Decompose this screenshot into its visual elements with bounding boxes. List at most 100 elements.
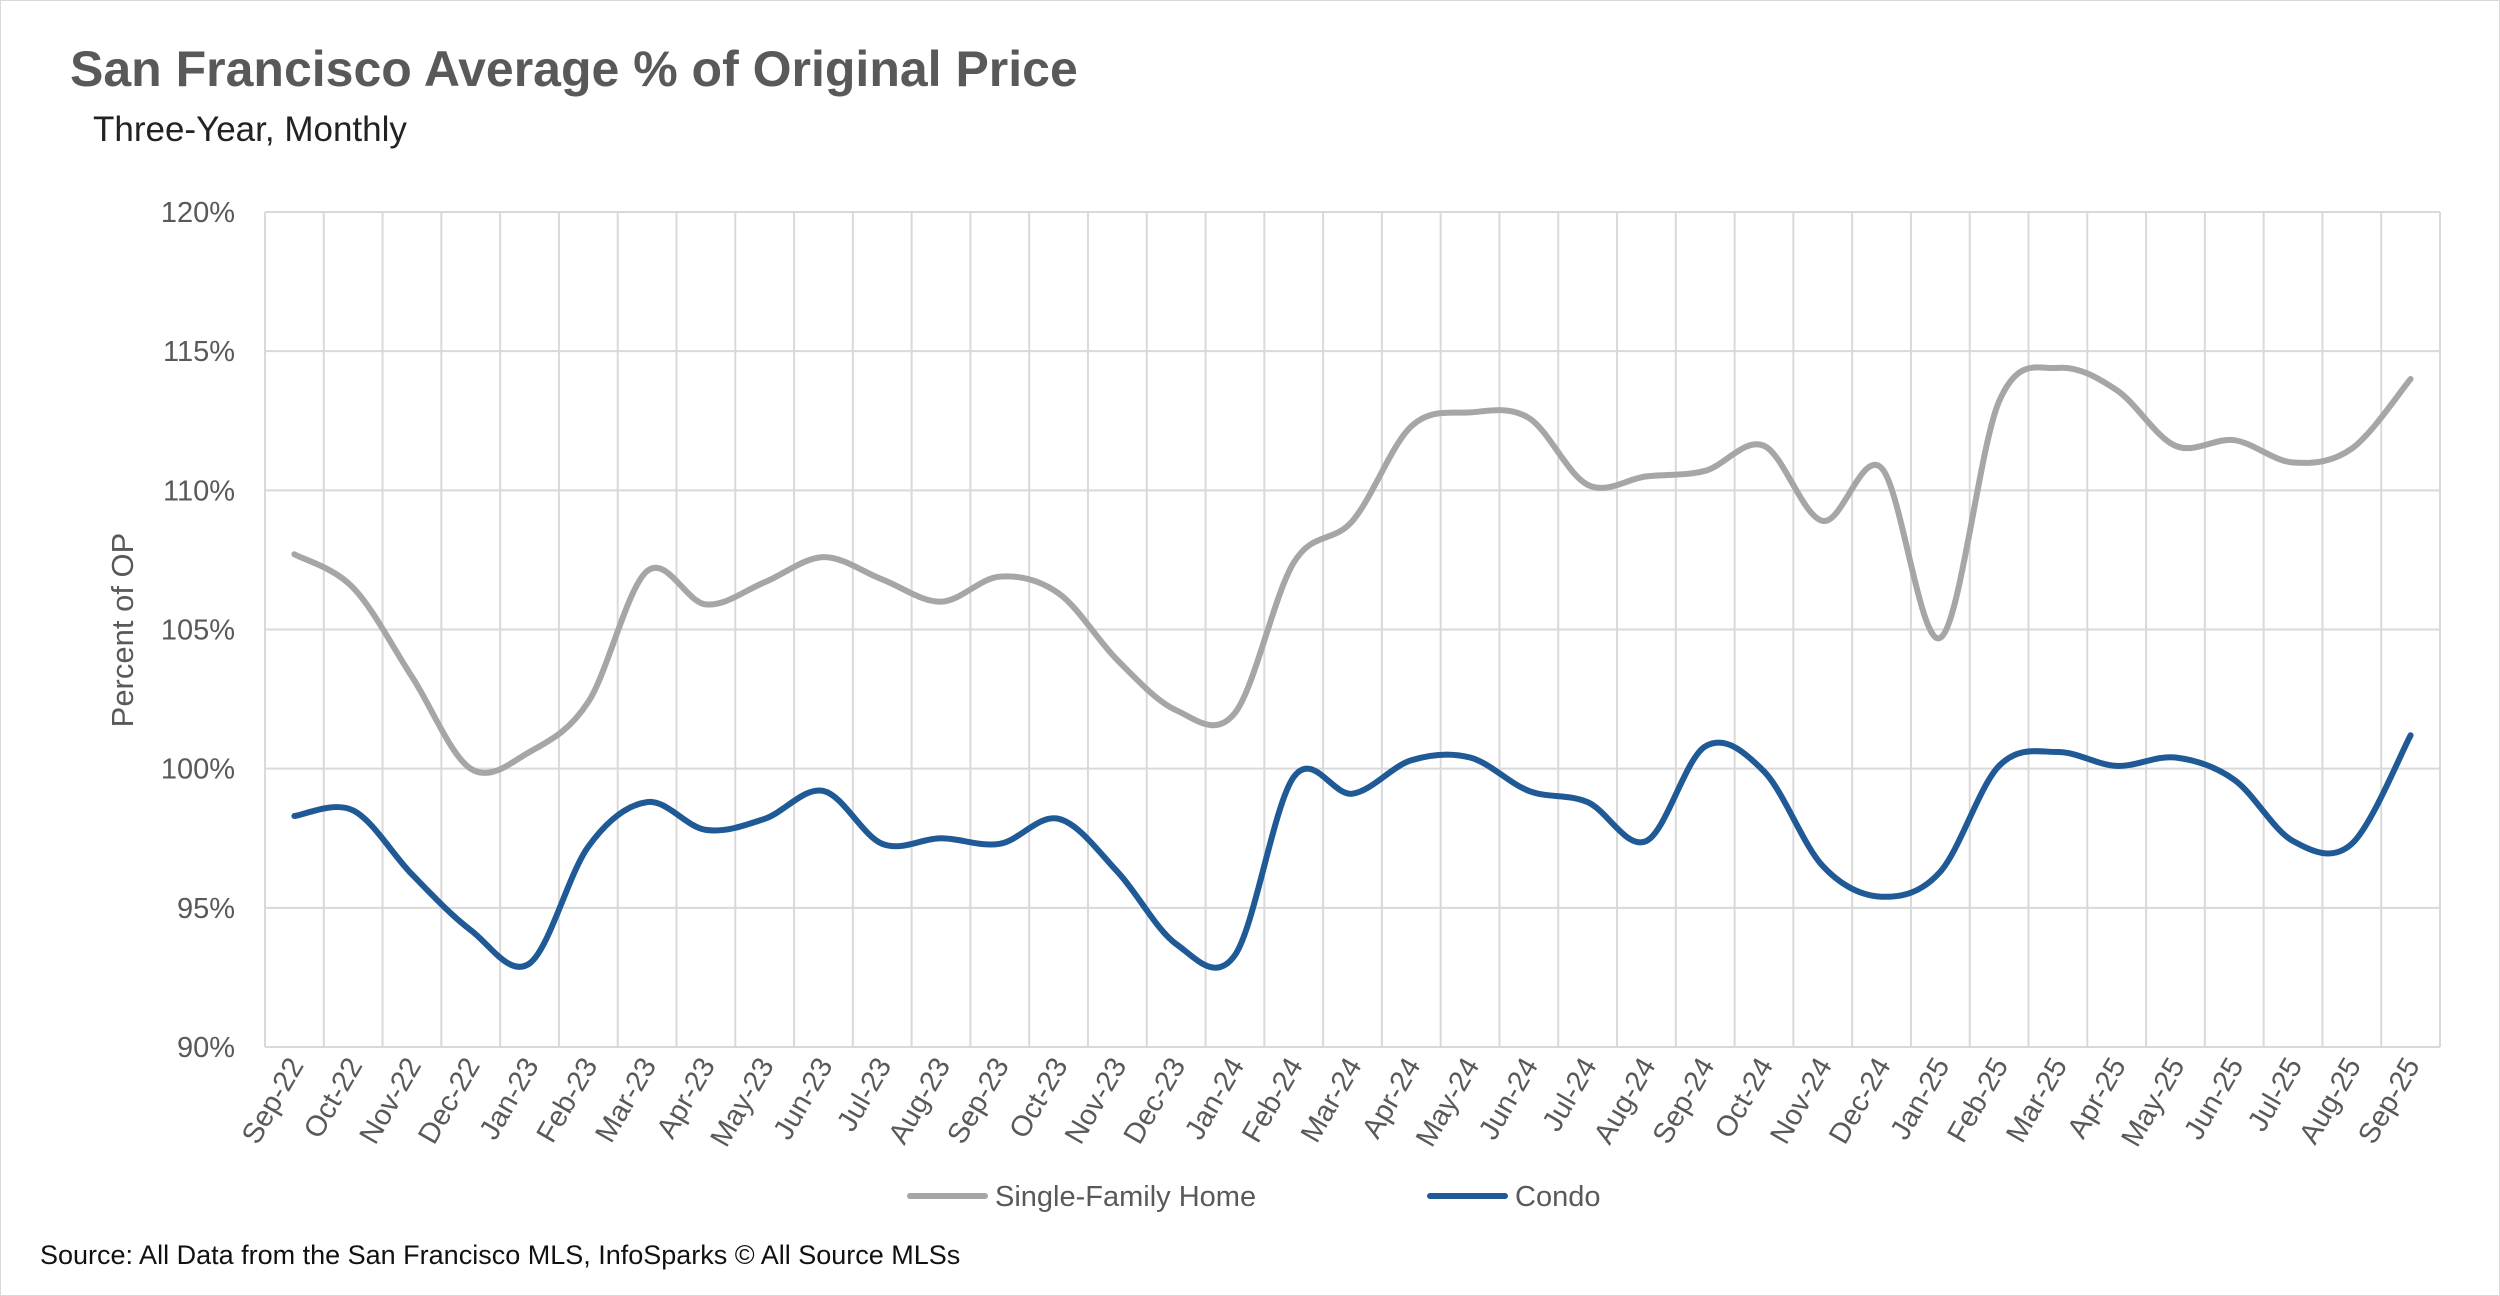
data-point <box>764 582 765 583</box>
data-point <box>2116 390 2117 391</box>
data-point <box>1470 412 1471 413</box>
data-point <box>529 963 530 964</box>
x-tick-label: Sep-22 <box>236 1053 310 1150</box>
data-point <box>2116 765 2117 766</box>
data-point <box>1470 757 1471 758</box>
data-point <box>2057 751 2058 752</box>
data-point <box>941 838 942 839</box>
data-point <box>1058 593 1059 594</box>
data-point <box>588 701 589 702</box>
data-point <box>1058 818 1059 819</box>
source-note: Source: All Data from the San Francisco … <box>40 1240 961 1270</box>
data-point <box>999 843 1000 844</box>
data-point <box>1117 660 1118 661</box>
data-point <box>2175 445 2176 446</box>
data-point <box>1881 896 1882 897</box>
data-point <box>1528 790 1529 791</box>
series-line <box>291 732 2414 971</box>
data-point <box>1293 777 1294 778</box>
data-point <box>1822 520 1823 521</box>
y-tick-label: 95% <box>177 893 235 925</box>
data-point <box>2351 843 2352 844</box>
data-point <box>2234 440 2235 441</box>
x-axis-ticks: Sep-22Oct-22Nov-22Dec-22Jan-23Feb-23Mar-… <box>236 1053 2427 1153</box>
data-point <box>882 579 883 580</box>
data-point <box>1646 476 1647 477</box>
data-point <box>529 751 530 752</box>
series-line <box>291 364 2414 776</box>
data-point <box>823 790 824 791</box>
data-point <box>1940 637 1941 638</box>
data-point <box>1411 760 1412 761</box>
x-tick-label: Jun-23 <box>767 1053 839 1146</box>
data-point <box>2057 367 2058 368</box>
y-tick-label: 115% <box>163 336 235 368</box>
data-point <box>999 576 1000 577</box>
y-tick-label: 105% <box>161 615 235 647</box>
legend: Single-Family Home Condo <box>907 1181 1600 1213</box>
x-tick-label: Jun-25 <box>2178 1053 2250 1146</box>
data-point <box>294 554 295 555</box>
y-tick-label: 90% <box>177 1032 235 1064</box>
data-point <box>705 829 706 830</box>
legend-label: Single-Family Home <box>995 1181 1256 1213</box>
data-point <box>2293 462 2294 463</box>
data-point <box>1352 793 1353 794</box>
chart-title: San Francisco Average % of Original Pric… <box>70 41 1078 97</box>
data-point <box>411 874 412 875</box>
data-point <box>1411 426 1412 427</box>
data-point <box>882 843 883 844</box>
series-lines <box>291 364 2414 971</box>
legend-label: Condo <box>1515 1181 1600 1213</box>
gridlines <box>264 211 2441 1048</box>
y-axis-title: Percent of OP <box>105 533 140 728</box>
data-point <box>470 768 471 769</box>
y-tick-label: 110% <box>163 475 235 507</box>
data-point <box>588 846 589 847</box>
x-tick-label: Jun-24 <box>1473 1053 1545 1146</box>
data-point <box>2175 757 2176 758</box>
data-point <box>647 571 648 572</box>
data-point <box>1352 520 1353 521</box>
data-point <box>941 601 942 602</box>
data-point <box>1940 871 1941 872</box>
data-point <box>1646 841 1647 842</box>
y-axis-ticks: 90% 95% 100% 105% 110% 115% 120% <box>161 197 235 1064</box>
data-point <box>2234 779 2235 780</box>
data-point <box>705 604 706 605</box>
y-tick-label: 120% <box>161 197 235 229</box>
data-point <box>1176 944 1177 945</box>
chart-subtitle: Three-Year, Monthly <box>93 110 407 149</box>
series-1 <box>291 732 2414 971</box>
data-point <box>1822 866 1823 867</box>
data-point <box>294 815 295 816</box>
data-point <box>1176 710 1177 711</box>
data-point <box>411 676 412 677</box>
data-point <box>2351 448 2352 449</box>
data-point <box>1528 417 1529 418</box>
data-point <box>1117 871 1118 872</box>
data-point <box>1763 771 1764 772</box>
series-0 <box>291 364 2414 776</box>
data-point <box>2410 735 2411 736</box>
data-point <box>1587 802 1588 803</box>
data-point <box>1293 562 1294 563</box>
y-tick-label: 100% <box>161 754 235 786</box>
data-point <box>2410 379 2411 380</box>
data-point <box>470 930 471 931</box>
data-point <box>1705 746 1706 747</box>
data-point <box>1234 955 1235 956</box>
data-point <box>1999 401 2000 402</box>
data-point <box>1705 470 1706 471</box>
data-point <box>2293 841 2294 842</box>
data-point <box>1587 484 1588 485</box>
data-point <box>353 810 354 811</box>
data-point <box>647 802 648 803</box>
data-point <box>1881 468 1882 469</box>
data-point <box>1763 445 1764 446</box>
data-point <box>764 818 765 819</box>
data-point <box>1234 713 1235 714</box>
data-point <box>1999 765 2000 766</box>
